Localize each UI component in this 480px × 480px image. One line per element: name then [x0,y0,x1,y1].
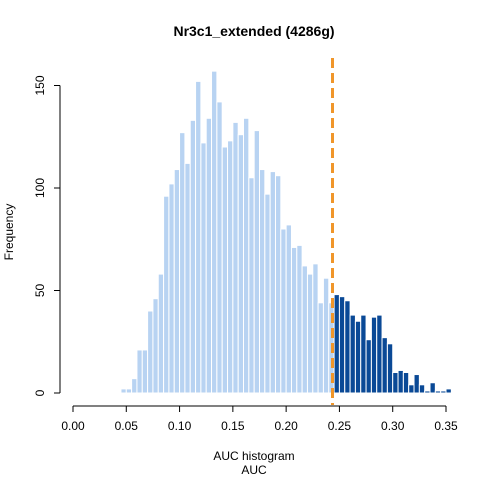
histogram-bar [386,343,394,394]
histogram-bar [296,244,303,394]
histogram-bar [211,70,218,394]
histogram-bar [312,263,319,394]
histogram-bar [269,171,276,394]
histogram-bar [344,300,351,394]
histogram-bar [184,162,191,394]
x-tick-label: 0.10 [168,419,192,433]
histogram-bar [253,130,260,394]
histogram-bar [376,314,383,394]
histogram-bar [120,388,127,394]
histogram-bar [338,296,346,394]
histogram-bar [168,183,175,394]
histogram-bar [141,349,149,394]
histogram-bar [285,224,292,394]
histogram-bar [317,302,324,394]
histogram-bar [413,374,420,394]
x-axis-sublabel: AUC [241,463,267,477]
histogram-bar [392,372,399,394]
histogram-bar [306,273,314,394]
histogram-bar [365,339,372,394]
histogram-bar [360,314,367,394]
histogram-bar [440,390,447,394]
x-tick-label: 0.35 [434,419,458,433]
histogram-bar [408,384,415,394]
histogram-bar [418,384,426,394]
histogram-bar [333,294,340,394]
histogram-bar [163,195,170,394]
histogram-bar [221,146,229,394]
histogram-bar [173,169,181,394]
histogram-bar [397,369,404,394]
histogram-bar [237,134,245,394]
histogram-bar [259,169,266,394]
histogram-bars [120,70,452,394]
histogram-bar [216,101,223,394]
histogram-bar [136,349,143,394]
y-axis-label: Frequency [2,204,16,261]
histogram-bar [274,175,282,394]
histogram-bar [301,265,308,394]
histogram-bar [195,80,202,394]
x-axis: 0.00 0.05 0.10 0.15 0.20 0.25 0.30 0.35 [61,405,458,433]
histogram-bar [152,298,159,394]
histogram-bar [322,277,330,394]
histogram-bar [429,382,436,394]
y-tick-label: 0 [33,389,47,396]
histogram-bar [280,228,287,394]
y-tick-label: 100 [33,178,47,198]
histogram-bar [243,117,250,394]
histogram-bar [445,388,452,394]
histogram-bar [424,390,431,394]
x-tick-label: 0.00 [61,419,85,433]
x-tick-label: 0.25 [328,419,352,433]
y-axis: 0 50 100 150 [33,75,61,396]
histogram-bar [381,337,388,394]
histogram-bar [248,177,255,394]
histogram-bar [131,378,138,394]
y-tick-label: 50 [33,284,47,298]
histogram-bar [179,132,186,394]
histogram-bar [434,390,442,394]
x-tick-label: 0.20 [274,419,298,433]
y-tick-label: 150 [33,75,47,95]
histogram-bar [147,310,154,394]
histogram-bar [349,314,356,394]
histogram-bar [227,140,234,394]
histogram-bar [157,273,165,394]
x-axis-label: AUC histogram [213,449,294,463]
histogram-bar [125,388,133,394]
x-tick-label: 0.30 [381,419,405,433]
histogram-bar [232,121,239,394]
x-tick-label: 0.05 [115,419,139,433]
histogram-bar [402,372,410,394]
histogram-bar [205,117,213,394]
chart-title: Nr3c1_extended (4286g) [173,23,334,39]
histogram-bar [200,142,207,394]
histogram-bar [370,316,378,394]
histogram-bar [264,193,271,394]
histogram-bar [354,320,362,394]
x-tick-label: 0.15 [221,419,245,433]
histogram-bar [290,246,298,394]
histogram-bar [189,119,197,394]
